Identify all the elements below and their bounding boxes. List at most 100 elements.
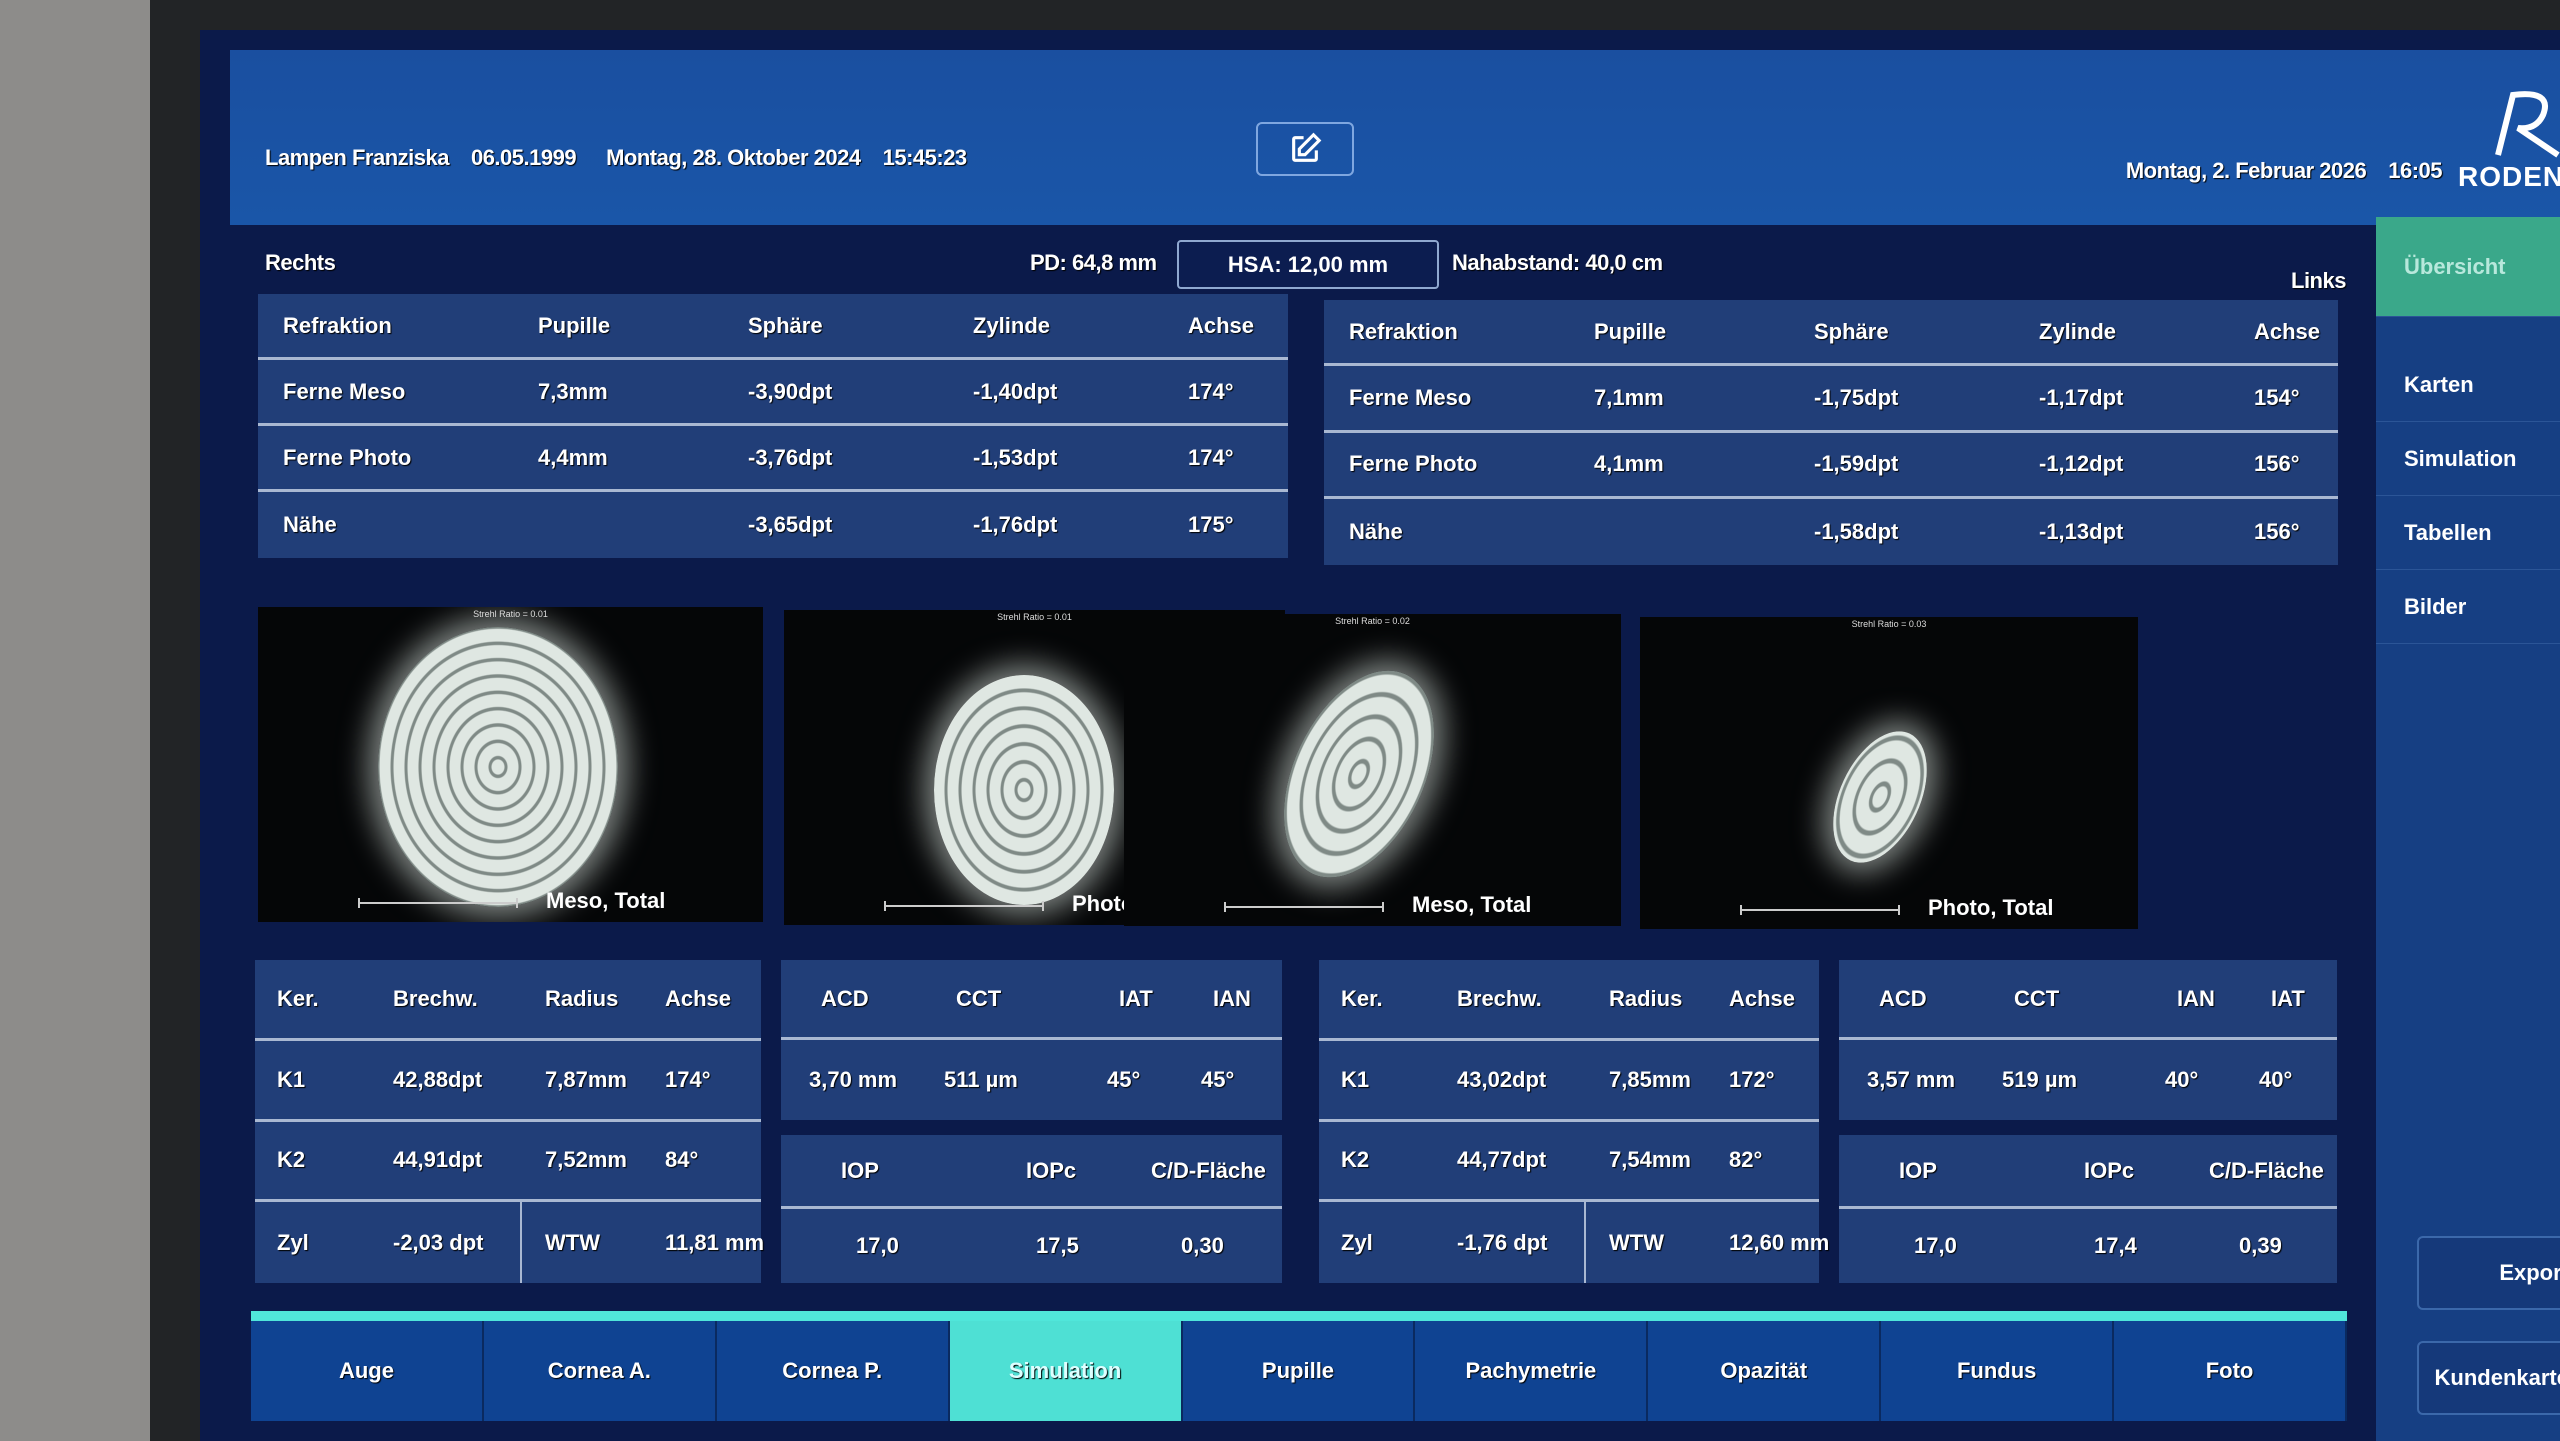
image-label: Photo, Total	[1928, 895, 2054, 920]
table-cell: 11,81 mm	[665, 1229, 765, 1255]
table-cell: 7,87mm	[545, 1066, 627, 1092]
table-cell: -1,76dpt	[973, 512, 1058, 537]
table-cell: -1,12dpt	[2039, 451, 2124, 477]
column-header: IOPc	[1026, 1157, 1077, 1183]
tab-opazität[interactable]: Opazität	[1648, 1321, 1882, 1421]
table-cell: Zyl	[1341, 1229, 1373, 1255]
table-header-row: IOP IOPc C/D-Fläche	[781, 1135, 1282, 1209]
tab-fundus[interactable]: Fundus	[1881, 1321, 2115, 1421]
table-cell: 40°	[2165, 1067, 2199, 1092]
table-cell: 12,60 mm	[1729, 1229, 1830, 1255]
table-header-row: Ker. Brechw. Radius Achse	[1319, 960, 1819, 1041]
table-header-row: ACD CCT IAN IAT	[1839, 960, 2337, 1040]
table-header-row: Ker. Brechw. Radius Achse	[255, 960, 761, 1041]
right-eye-label: Rechts	[265, 250, 336, 275]
point-spread-function	[1253, 646, 1465, 902]
table-row: Ferne Meso 7,1mm -1,75dpt -1,17dpt 154°	[1324, 366, 2338, 433]
table-cell: -3,65dpt	[748, 512, 833, 537]
table-cell: Ferne Meso	[283, 378, 406, 404]
tab-cornea-p-[interactable]: Cornea P.	[716, 1321, 950, 1421]
column-header: IOP	[841, 1157, 879, 1183]
table-cell: -1,76 dpt	[1457, 1229, 1548, 1255]
tab-pachymetrie[interactable]: Pachymetrie	[1415, 1321, 1649, 1421]
patient-info: Lampen Franziska 06.05.1999 Montag, 28. …	[265, 145, 967, 171]
table-row: K1 42,88dpt 7,87mm 174°	[255, 1041, 761, 1122]
table-cell: 0,39	[2239, 1233, 2282, 1258]
table-cell: WTW	[545, 1229, 600, 1255]
table-cell: 172°	[1729, 1066, 1775, 1092]
table-cell: K1	[277, 1066, 306, 1092]
column-header: Achse	[2254, 318, 2321, 344]
column-header: Zylinde	[973, 312, 1051, 338]
table-cell: Zyl	[277, 1229, 309, 1255]
table-cell: -1,17dpt	[2039, 384, 2124, 410]
tab-simulation[interactable]: Simulation	[949, 1321, 1183, 1421]
anterior-chamber-right: ACD CCT IAT IAN 3,70 mm 511 µm 45° 45° IOP IOPc C/…	[781, 960, 1282, 1283]
table-cell: 44,91dpt	[393, 1147, 483, 1173]
sidebar-item-simulation[interactable]: Simulation	[2376, 422, 2560, 496]
table-cell: 84°	[665, 1147, 699, 1173]
table-cell: 174°	[1188, 444, 1234, 470]
keratometry-table-left: Ker. Brechw. Radius Achse K1 43,02dpt 7,85mm 17…	[1319, 960, 1829, 1283]
sidebar-item-übersicht[interactable]: Übersicht	[2376, 217, 2560, 317]
strehl-ratio: Strehl Ratio = 0.01	[997, 612, 1072, 622]
table-cell: 0,30	[1181, 1233, 1224, 1258]
cell-divider	[520, 1202, 522, 1283]
anterior-chamber-left: ACD CCT IAN IAT 3,57 mm 519 µm 40° 40° IOP IOPc C/…	[1839, 960, 2337, 1283]
table-cell: Nähe	[283, 512, 337, 537]
table-row: Zyl -1,76 dpt WTW 12,60 mm	[1319, 1202, 1829, 1283]
hsa-field[interactable]: HSA: 12,00 mm	[1177, 240, 1439, 289]
refraction-table-left: Refraktion Pupille Sphäre Zylinde Achse Ferne…	[1324, 300, 2338, 565]
table-row: 17,0 17,4 0,39	[1839, 1209, 2337, 1283]
column-header: IAN	[2177, 985, 2215, 1011]
table-cell: 17,4	[2094, 1233, 2137, 1258]
point-spread-function	[378, 627, 618, 907]
table-header-row: Refraktion Pupille Sphäre Zylinde Achse	[1324, 300, 2338, 367]
tab-bar: Auge Cornea A. Cornea P. Simulation Pupille P…	[251, 1311, 2347, 1421]
table-cell: Ferne Photo	[1349, 451, 1478, 477]
table-cell: 174°	[1188, 378, 1234, 404]
tab-foto[interactable]: Foto	[2114, 1321, 2347, 1421]
psf-image: Strehl Ratio = 0.03 Photo, Total	[1640, 617, 2138, 929]
table-row: Ferne Photo 4,1mm -1,59dpt -1,12dpt 156°	[1324, 433, 2338, 499]
column-header: ACD	[821, 985, 869, 1011]
column-header: IAN	[1213, 985, 1251, 1011]
acd-panel: ACD CCT IAN IAT 3,57 mm 519 µm 40° 40°	[1839, 960, 2337, 1120]
table-cell: 44,77dpt	[1457, 1147, 1547, 1173]
customer-card-button[interactable]: Kundenkarte	[2417, 1341, 2560, 1415]
sidebar-item-tabellen[interactable]: Tabellen	[2376, 496, 2560, 570]
table-cell: 17,5	[1036, 1233, 1079, 1258]
strehl-ratio: Strehl Ratio = 0.03	[1851, 619, 1927, 629]
tab-bar-accent	[251, 1311, 2347, 1323]
pd-value: PD: 64,8 mm	[1030, 250, 1157, 275]
point-spread-function	[934, 675, 1114, 905]
table-cell: 156°	[2254, 518, 2300, 544]
sidebar-item-bilder[interactable]: Bilder	[2376, 570, 2560, 644]
exam-date: Montag, 28. Oktober 2024	[606, 145, 861, 170]
psf-image: Strehl Ratio = 0.02 Meso, Total	[1124, 614, 1621, 926]
column-header: IOPc	[2084, 1157, 2135, 1183]
table-cell: 42,88dpt	[393, 1066, 483, 1092]
sidebar-item-karten[interactable]: Karten	[2376, 348, 2560, 422]
table-cell: -1,75dpt	[1814, 384, 1899, 410]
column-header: Brechw.	[1457, 985, 1542, 1011]
patient-name: Lampen Franziska	[265, 145, 449, 170]
export-button[interactable]: Export	[2417, 1236, 2560, 1310]
image-label: Meso, Total	[1412, 892, 1532, 917]
tab-cornea-a-[interactable]: Cornea A.	[483, 1321, 717, 1421]
edit-button[interactable]	[1256, 122, 1354, 176]
psf-image: Strehl Ratio = 0.01 Meso, Total	[258, 607, 763, 922]
table-cell: 175°	[1188, 512, 1234, 537]
table-cell: Nähe	[1349, 518, 1403, 544]
column-header: Achse	[1729, 985, 1796, 1011]
table-cell: 156°	[2254, 451, 2300, 477]
tab-pupille[interactable]: Pupille	[1182, 1321, 1416, 1421]
column-header: C/D-Fläche	[2209, 1157, 2324, 1183]
header	[230, 50, 2560, 225]
scale-bar	[1740, 905, 1900, 915]
column-header: Achse	[665, 985, 732, 1011]
table-cell: WTW	[1609, 1229, 1664, 1255]
table-cell: -2,03 dpt	[393, 1229, 484, 1255]
tab-auge[interactable]: Auge	[251, 1321, 484, 1421]
cell-divider	[1584, 1202, 1586, 1283]
